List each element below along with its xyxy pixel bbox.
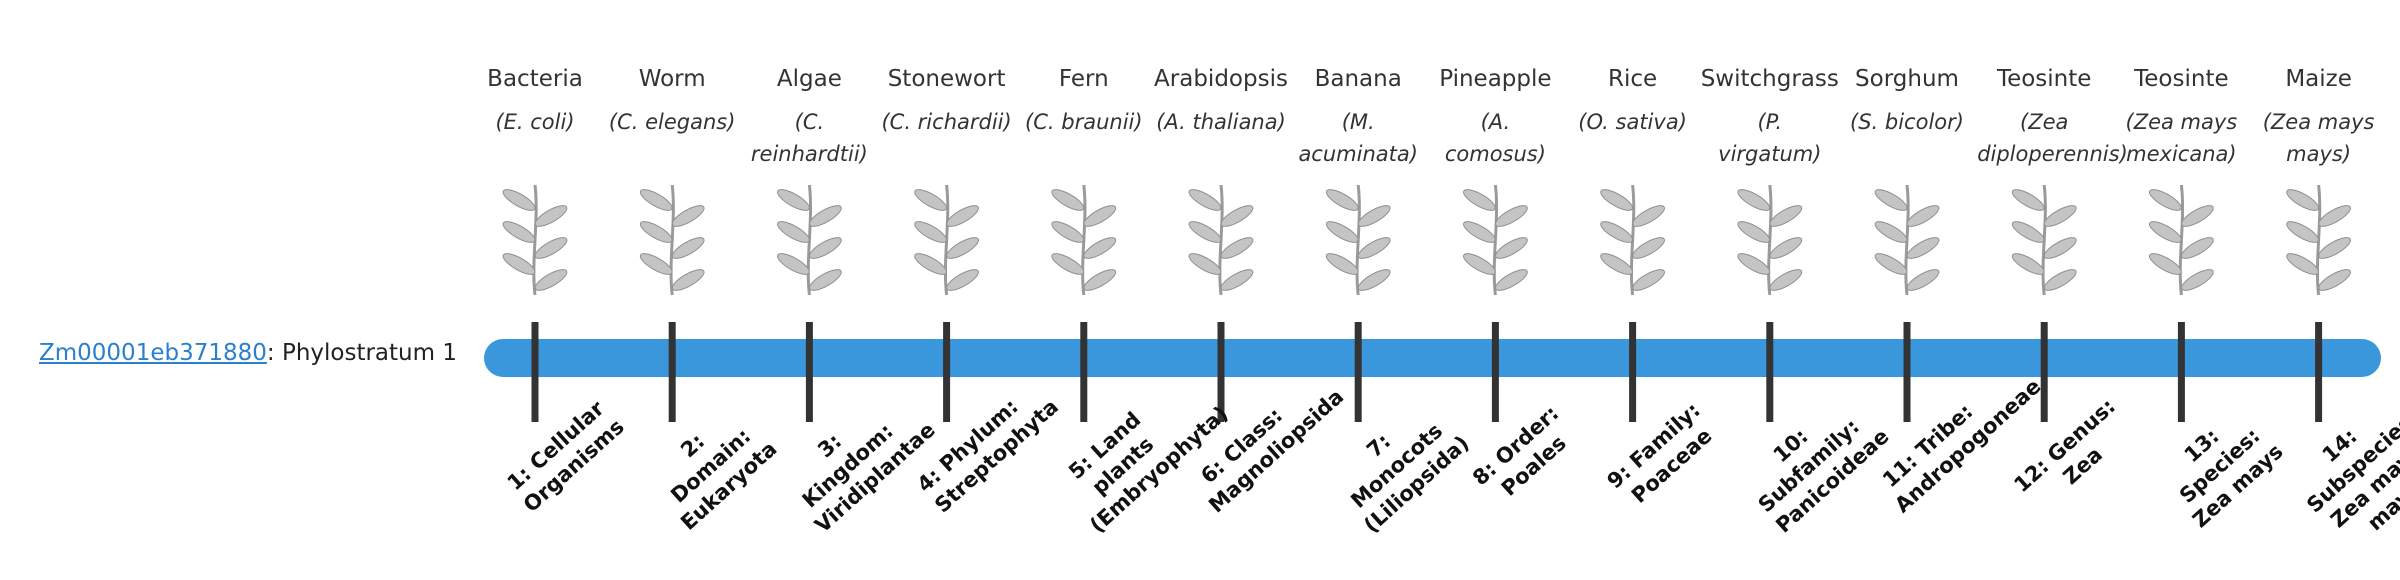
organism-name: Arabidopsis — [1154, 66, 1288, 92]
scientific-name: (C. richardii) — [881, 110, 1012, 134]
scientific-name: (M. acuminata) — [1298, 110, 1418, 166]
scientific-name: (Zea diploperennis) — [1977, 110, 2128, 166]
organism-name: Fern — [1058, 66, 1109, 92]
organism-name: Teosinte — [1996, 66, 2092, 92]
timeline-bar — [484, 339, 2381, 377]
organism-illustration — [2011, 184, 2077, 296]
organism-illustration — [1874, 184, 1940, 296]
organism-name: Rice — [1608, 66, 1658, 92]
organism-name: Algae — [776, 66, 842, 92]
organism-name: Maize — [2285, 66, 2352, 92]
scientific-name: (C. reinhardtii) — [750, 110, 868, 166]
organism-illustration — [1325, 184, 1391, 296]
organism-illustration — [2149, 184, 2214, 296]
scientific-name: (P. virgatum) — [1718, 110, 1822, 166]
organism-name: Teosinte — [2134, 66, 2229, 92]
organism-name: Sorghum — [1855, 66, 1959, 92]
gene-link[interactable]: Zm00001eb371880 — [39, 340, 267, 366]
organism-illustration — [502, 184, 568, 296]
gene-label: Zm00001eb371880: Phylostratum 1 — [39, 340, 457, 366]
scientific-name: (C. elegans) — [608, 110, 736, 134]
organism-illustration — [1051, 184, 1117, 296]
organism-illustration — [1463, 184, 1528, 296]
scientific-name: (A. thaliana) — [1156, 110, 1286, 134]
organism-illustration — [914, 184, 979, 296]
scientific-name: (S. bicolor) — [1850, 110, 1964, 134]
organism-illustration — [1737, 184, 1803, 296]
scientific-name: (A. comosus) — [1444, 110, 1546, 166]
organism-illustration — [2286, 184, 2351, 296]
organism-name: Stonewort — [887, 66, 1006, 92]
scientific-name: (E. coli) — [495, 110, 575, 134]
scientific-name: (O. sativa) — [1578, 110, 1687, 134]
organism-name: Worm — [638, 66, 706, 92]
scientific-name: (C. braunii) — [1025, 110, 1143, 134]
organism-illustration — [777, 184, 842, 296]
organism-name: Pineapple — [1439, 66, 1552, 92]
organism-illustration — [1600, 184, 1665, 296]
organism-name: Banana — [1314, 66, 1402, 92]
organism-illustration — [1188, 184, 1254, 296]
organism-illustration — [639, 184, 705, 296]
organism-name: Switchgrass — [1700, 66, 1839, 92]
scientific-name: (Zea mays mexicana) — [2125, 110, 2238, 166]
organism-name: Bacteria — [487, 66, 583, 92]
phylostratum-text: : Phylostratum 1 — [266, 340, 457, 366]
scientific-name: (Zea mays mays) — [2262, 110, 2375, 166]
